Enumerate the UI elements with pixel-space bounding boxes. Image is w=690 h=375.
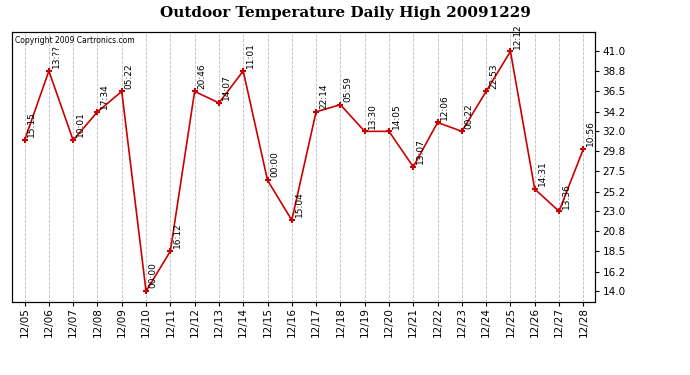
Text: 13:30: 13:30 [368,103,377,129]
Text: 14:05: 14:05 [392,103,401,129]
Text: 10:56: 10:56 [586,120,595,146]
Text: Copyright 2009 Cartronics.com: Copyright 2009 Cartronics.com [15,36,135,45]
Text: 13:07: 13:07 [416,138,425,164]
Text: 22:53: 22:53 [489,63,498,88]
Text: 15:15: 15:15 [28,112,37,138]
Text: 05:22: 05:22 [124,63,134,88]
Text: 12:12: 12:12 [513,23,522,49]
Text: 15:04: 15:04 [295,192,304,217]
Text: 13:??: 13:?? [52,44,61,68]
Text: 16:12: 16:12 [173,223,182,249]
Text: 05:59: 05:59 [343,76,352,102]
Text: 17:34: 17:34 [100,83,109,109]
Text: 20:46: 20:46 [197,63,206,88]
Text: 10:01: 10:01 [76,112,85,138]
Text: Outdoor Temperature Daily High 20091229: Outdoor Temperature Daily High 20091229 [159,6,531,20]
Text: 13:36: 13:36 [562,183,571,209]
Text: 14:31: 14:31 [538,160,546,186]
Text: 11:01: 11:01 [246,42,255,68]
Text: 12:06: 12:06 [440,94,449,120]
Text: 00:00: 00:00 [149,262,158,288]
Text: 14:07: 14:07 [221,74,230,100]
Text: 22:14: 22:14 [319,84,328,109]
Text: 00:22: 00:22 [464,103,473,129]
Text: 00:00: 00:00 [270,152,279,177]
